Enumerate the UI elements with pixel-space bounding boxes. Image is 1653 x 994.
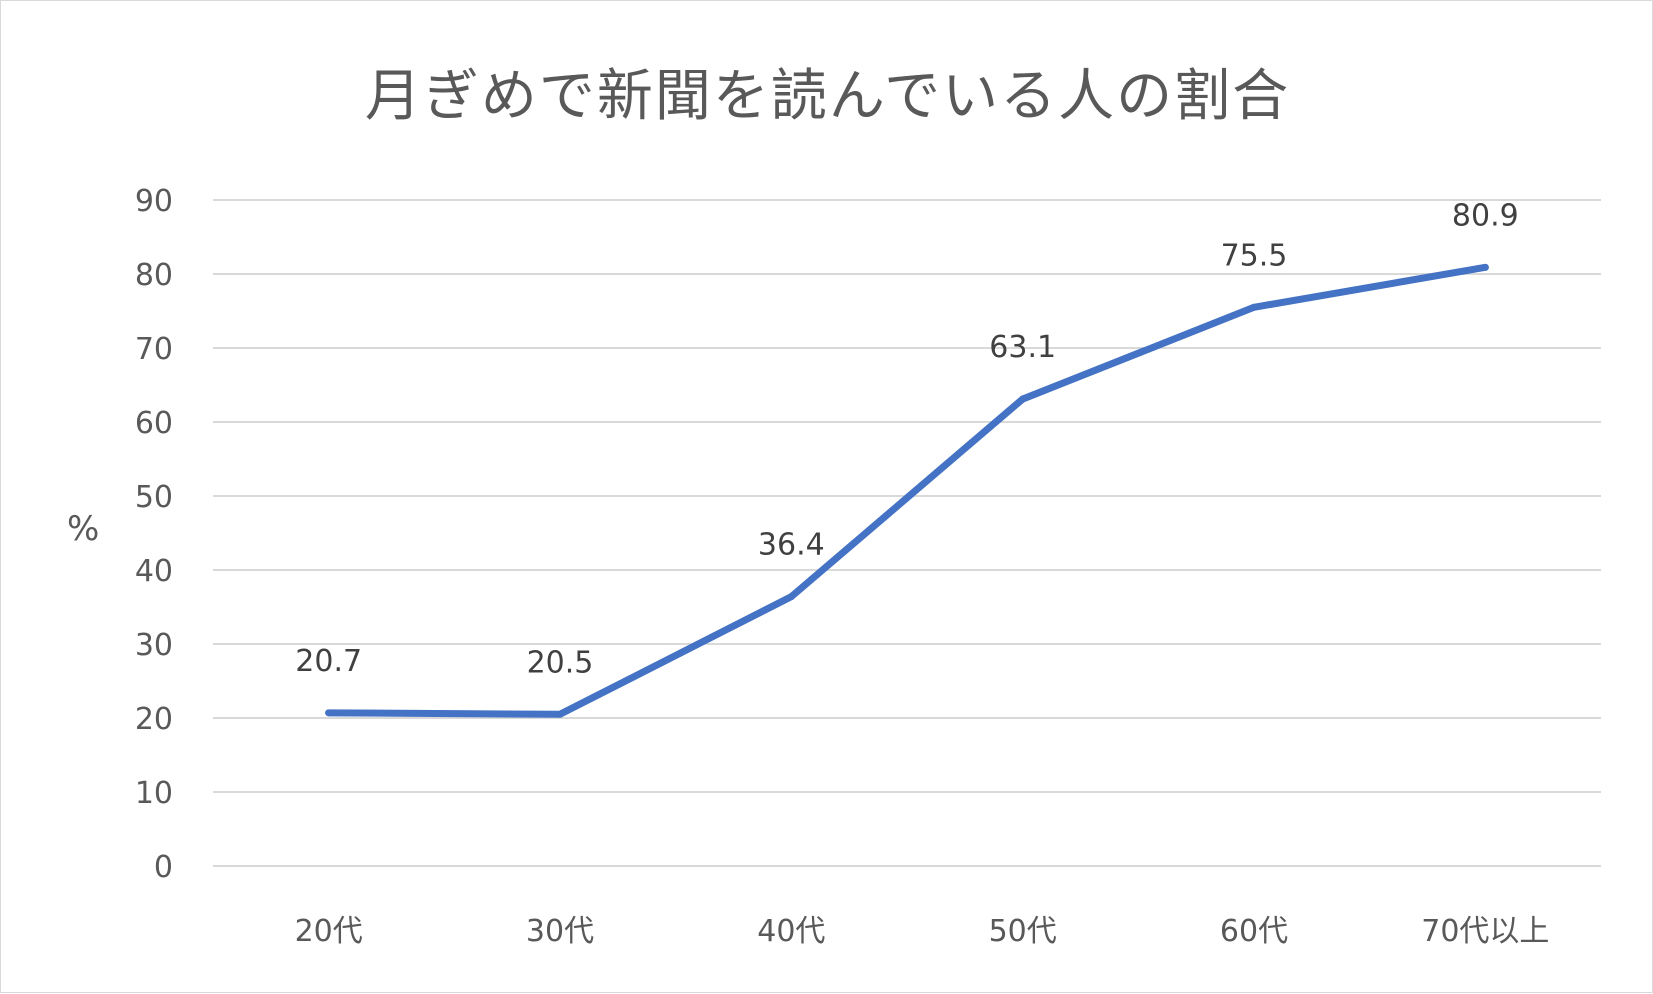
data-point-5 (1481, 263, 1489, 271)
data-label-4: 75.5 (1221, 238, 1288, 273)
y-tick-label-90: 90 (135, 184, 173, 219)
y-tick-label-40: 40 (135, 554, 173, 589)
y-tick-label-30: 30 (135, 628, 173, 663)
data-label-1: 20.5 (527, 645, 594, 680)
data-point-3 (1019, 395, 1027, 403)
data-label-2: 36.4 (758, 528, 825, 563)
x-tick-label-2: 40代 (757, 914, 825, 949)
x-tick-label-3: 50代 (989, 914, 1057, 949)
y-tick-label-0: 0 (154, 850, 173, 885)
data-label-3: 63.1 (989, 330, 1056, 365)
y-tick-label-50: 50 (135, 480, 173, 515)
series-line-0 (325, 263, 1489, 718)
data-point-1 (556, 710, 564, 718)
y-tick-label-10: 10 (135, 776, 173, 811)
data-label-5: 80.9 (1452, 198, 1519, 233)
y-tick-label-80: 80 (135, 258, 173, 293)
y-tick-label-20: 20 (135, 702, 173, 737)
y-tick-label-70: 70 (135, 332, 173, 367)
x-tick-label-1: 30代 (526, 914, 594, 949)
y-tick-label-60: 60 (135, 406, 173, 441)
y-axis-label: % (67, 509, 100, 549)
data-point-2 (787, 593, 795, 601)
data-point-4 (1250, 303, 1258, 311)
x-tick-label-4: 60代 (1220, 914, 1288, 949)
x-tick-label-0: 20代 (295, 914, 363, 949)
x-tick-label-5: 70代以上 (1421, 914, 1549, 949)
chart-title: 月ぎめで新聞を読んでいる人の割合 (364, 64, 1291, 129)
data-label-0: 20.7 (295, 644, 362, 679)
data-point-0 (325, 709, 333, 717)
